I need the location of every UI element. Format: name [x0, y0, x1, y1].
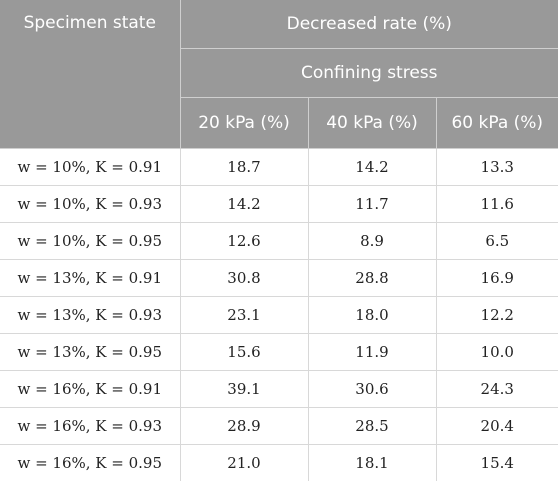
rate-20kpa-cell: 28.9 [179, 407, 308, 445]
rate-40kpa-cell: 14.2 [307, 148, 436, 186]
rate-20kpa-cell: 30.8 [179, 259, 308, 297]
rate-60kpa-cell: 15.4 [435, 444, 558, 481]
rate-20kpa-cell: 21.0 [179, 444, 308, 481]
rate-40kpa-cell: 30.6 [307, 370, 436, 408]
specimen-state-cell: w = 13%, K = 0.93 [0, 296, 180, 334]
header-60kpa: 60 kPa (%) [435, 97, 558, 149]
rate-40kpa-cell: 8.9 [307, 222, 436, 260]
header-40kpa: 40 kPa (%) [307, 97, 436, 149]
rate-40kpa-cell: 11.9 [307, 333, 436, 371]
rate-60kpa-cell: 24.3 [435, 370, 558, 408]
rate-40kpa-cell: 18.0 [307, 296, 436, 334]
rate-60kpa-cell: 13.3 [435, 148, 558, 186]
table-row: w = 10%, K = 0.93 14.2 11.7 11.6 [0, 185, 558, 223]
table-header: Specimen state Decreased rate (%) Confin… [0, 0, 558, 149]
table-row: w = 13%, K = 0.95 15.6 11.9 10.0 [0, 333, 558, 371]
rate-60kpa-cell: 16.9 [435, 259, 558, 297]
specimen-state-cell: w = 13%, K = 0.91 [0, 259, 180, 297]
header-decreased-rate: Decreased rate (%) [179, 0, 558, 49]
rate-40kpa-cell: 11.7 [307, 185, 436, 223]
rate-40kpa-cell: 28.5 [307, 407, 436, 445]
rate-20kpa-cell: 18.7 [179, 148, 308, 186]
specimen-state-cell: w = 16%, K = 0.93 [0, 407, 180, 445]
specimen-state-cell: w = 10%, K = 0.93 [0, 185, 180, 223]
rate-20kpa-cell: 15.6 [179, 333, 308, 371]
table-row: w = 16%, K = 0.95 21.0 18.1 15.4 [0, 444, 558, 481]
header-confining-stress: Confining stress [179, 48, 558, 98]
table-row: w = 16%, K = 0.91 39.1 30.6 24.3 [0, 370, 558, 408]
rate-60kpa-cell: 10.0 [435, 333, 558, 371]
rate-40kpa-cell: 18.1 [307, 444, 436, 481]
table-row: w = 16%, K = 0.93 28.9 28.5 20.4 [0, 407, 558, 445]
specimen-state-cell: w = 13%, K = 0.95 [0, 333, 180, 371]
rate-20kpa-cell: 39.1 [179, 370, 308, 408]
header-20kpa: 20 kPa (%) [179, 97, 308, 149]
specimen-state-cell: w = 10%, K = 0.91 [0, 148, 180, 186]
rate-60kpa-cell: 20.4 [435, 407, 558, 445]
specimen-state-cell: w = 16%, K = 0.95 [17, 454, 163, 472]
table-row: w = 10%, K = 0.91 18.7 14.2 13.3 [0, 148, 558, 186]
specimen-state-cell: w = 16%, K = 0.91 [0, 370, 180, 408]
table-row: w = 13%, K = 0.93 23.1 18.0 12.2 [0, 296, 558, 334]
rate-20kpa-cell: 23.1 [179, 296, 308, 334]
rate-60kpa-cell: 6.5 [435, 222, 558, 260]
table-body: w = 10%, K = 0.91 18.7 14.2 13.3 w = 10%… [0, 148, 558, 481]
table-row: w = 13%, K = 0.91 30.8 28.8 16.9 [0, 259, 558, 297]
table-row: w = 10%, K = 0.95 12.6 8.9 6.5 [0, 222, 558, 260]
rate-60kpa-cell: 11.6 [435, 185, 558, 223]
rate-20kpa-cell: 14.2 [179, 185, 308, 223]
header-specimen-state: Specimen state [0, 0, 180, 149]
specimen-state-cell: w = 10%, K = 0.95 [0, 222, 180, 260]
rate-60kpa-cell: 12.2 [435, 296, 558, 334]
rate-20kpa-cell: 12.6 [179, 222, 308, 260]
rate-40kpa-cell: 28.8 [307, 259, 436, 297]
data-table: Specimen state Decreased rate (%) Confin… [0, 0, 558, 481]
